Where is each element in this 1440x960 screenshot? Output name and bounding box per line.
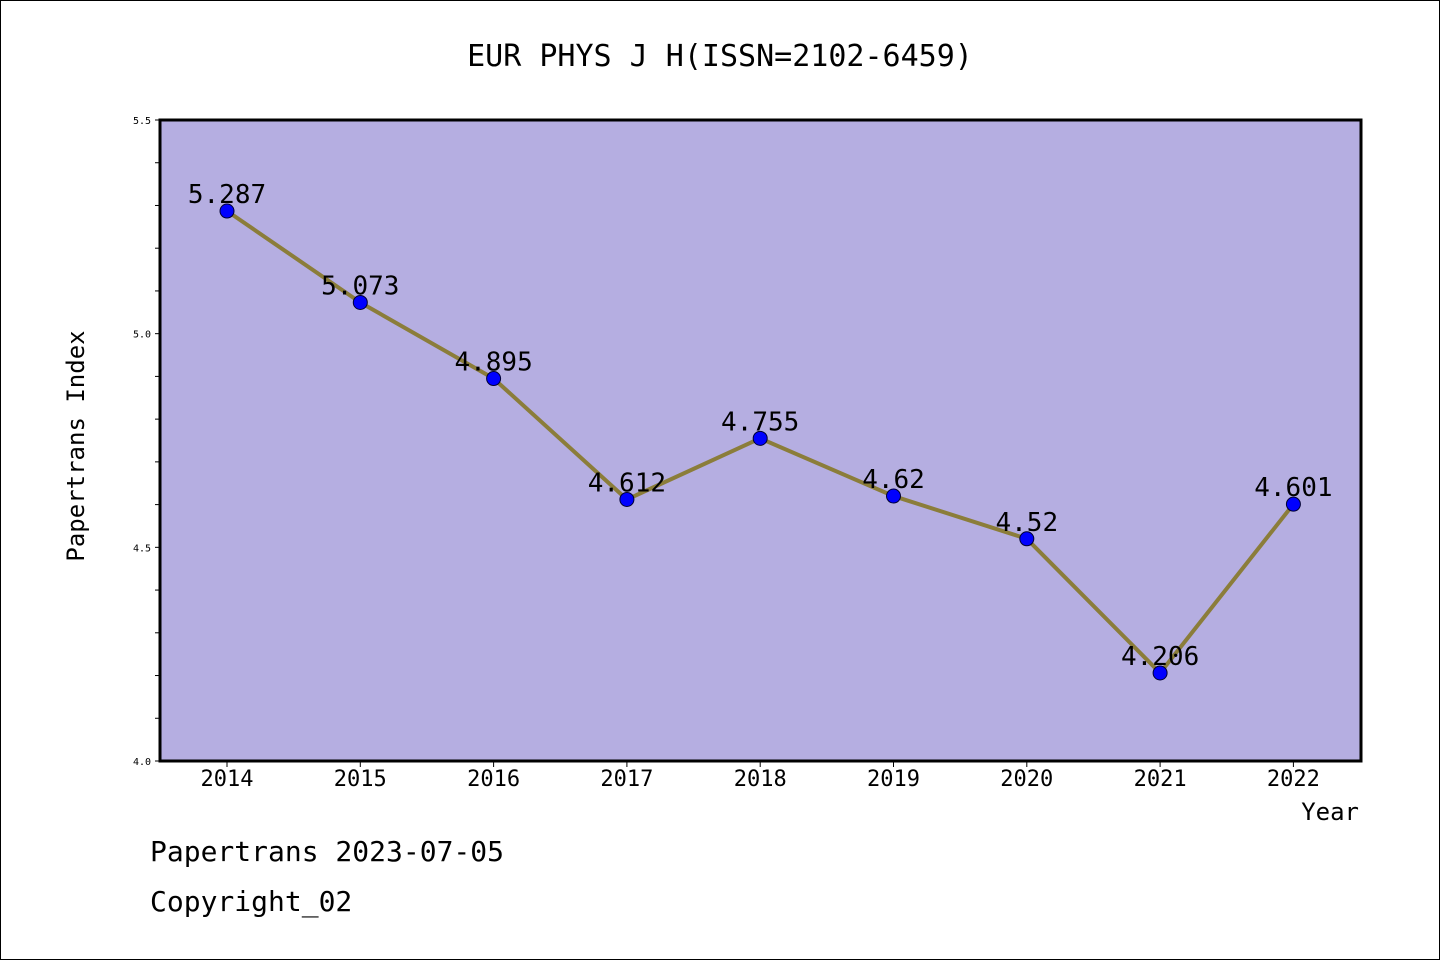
- x-tick-label: 2014: [201, 767, 254, 792]
- data-label: 4.895: [454, 348, 532, 378]
- x-tick-label: 2018: [734, 767, 787, 792]
- y-tick-label: 4.5: [133, 543, 151, 554]
- x-tick-label: 2017: [600, 767, 653, 792]
- data-label: 4.601: [1254, 473, 1332, 503]
- data-point: [619, 491, 635, 507]
- footer-date-line: Papertrans 2023-07-05: [150, 835, 505, 868]
- y-axis-title: Papertrans Index: [62, 330, 90, 561]
- x-tick-label: 2019: [867, 767, 920, 792]
- data-label: 4.62: [862, 465, 925, 495]
- data-label: 4.612: [588, 468, 666, 498]
- y-tick-label: 5.0: [133, 330, 151, 341]
- data-label: 5.073: [321, 271, 399, 301]
- data-label: 5.287: [188, 180, 266, 210]
- x-axis-ticks: 2014 2015 2016 2017 2018 2019 2020 2021 2022: [201, 761, 1320, 792]
- data-point: [1152, 665, 1168, 681]
- x-axis-title: Year: [1301, 798, 1359, 826]
- data-point: [486, 371, 502, 387]
- x-tick-label: 2022: [1267, 767, 1320, 792]
- data-point: [219, 203, 235, 219]
- footer-copyright-line: Copyright_02: [150, 885, 353, 918]
- data-labels: 5.287 5.073 4.895 4.612 4.755 4.62 4.52 4.206 4.…: [188, 180, 1333, 672]
- data-label: 4.755: [721, 407, 799, 437]
- series-layer: [219, 203, 1301, 681]
- y-tick-label: 4.0: [133, 757, 151, 768]
- data-point: [1285, 496, 1301, 512]
- y-axis-ticks: 4.0 4.5 5.0 5.5: [133, 116, 160, 768]
- data-point: [1019, 531, 1035, 547]
- chart-title: EUR PHYS J H(ISSN=2102-6459): [467, 39, 973, 74]
- data-point: [886, 488, 901, 504]
- x-tick-label: 2015: [334, 767, 387, 792]
- data-label: 4.52: [995, 508, 1058, 538]
- data-point: [352, 294, 368, 310]
- data-point: [752, 430, 768, 446]
- data-label: 4.206: [1121, 642, 1199, 672]
- x-tick-label: 2020: [1000, 767, 1053, 792]
- x-tick-label: 2016: [467, 767, 520, 792]
- x-tick-label: 2021: [1134, 767, 1187, 792]
- y-tick-label: 5.5: [133, 116, 151, 127]
